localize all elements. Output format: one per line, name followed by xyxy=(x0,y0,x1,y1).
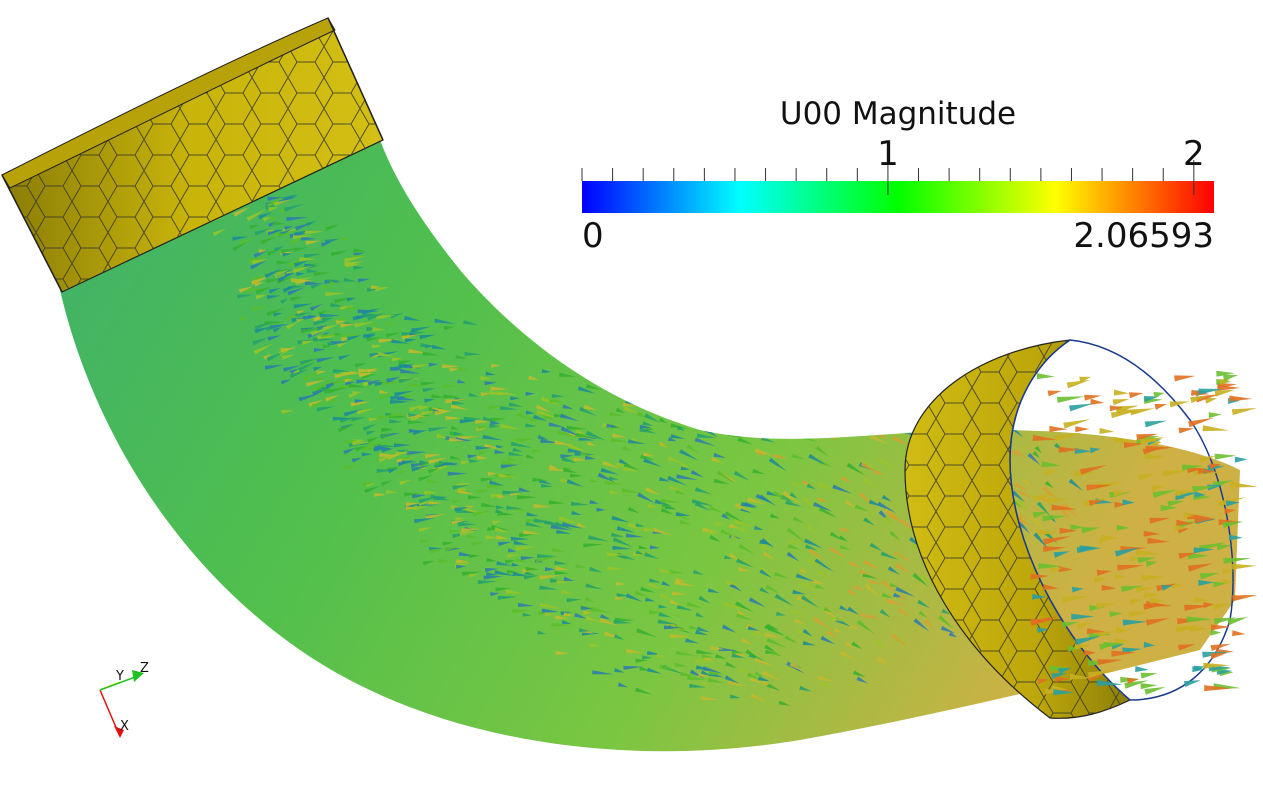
x-axis-line xyxy=(99,689,119,733)
color-legend xyxy=(581,160,1214,213)
y-axis-label: Y xyxy=(115,669,124,684)
legend-max-label: 2.06593 xyxy=(1073,216,1214,256)
legend-tick-label: 1 xyxy=(877,134,899,174)
legend-tick-label: 2 xyxy=(1183,134,1205,174)
legend-color-bar xyxy=(582,181,1214,213)
legend-title: U00 Magnitude xyxy=(779,96,1017,132)
z-axis-label: Z xyxy=(140,661,149,676)
x-axis-arrow-icon xyxy=(114,726,124,738)
z-axis-line xyxy=(99,675,139,691)
legend-ticks xyxy=(581,160,1195,195)
outlet-cylinder-wall xyxy=(904,339,1258,719)
x-axis-label: X xyxy=(120,719,129,734)
inlet-cylinder-wall xyxy=(1,17,384,293)
orientation-axes: X Y Z xyxy=(99,661,149,738)
legend-min-label: 0 xyxy=(582,216,604,256)
z-axis-arrow-icon xyxy=(132,670,144,682)
